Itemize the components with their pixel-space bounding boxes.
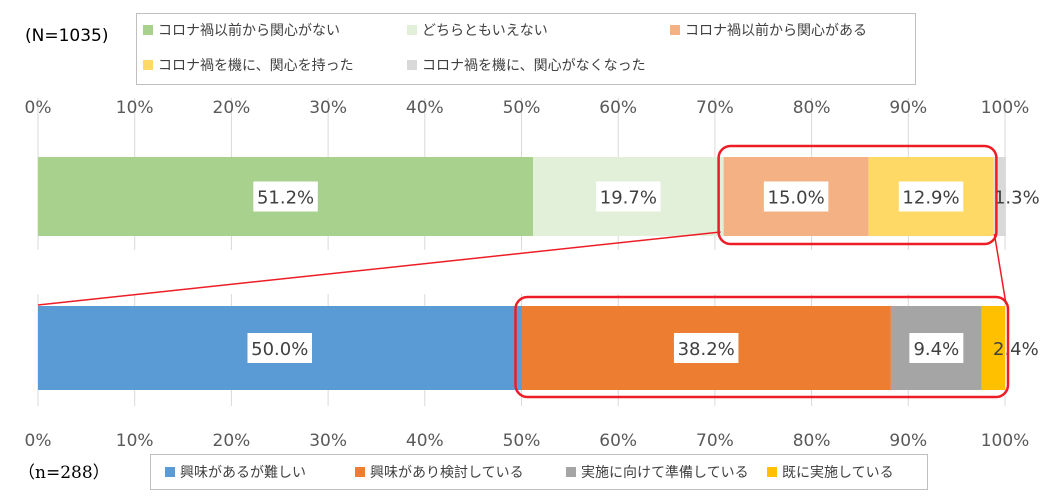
legend-swatch: [143, 25, 153, 35]
x-tick-label: 60%: [599, 98, 637, 118]
legend-label: コロナ禍以前から関心がある: [685, 23, 867, 39]
legend-item: どちらともいえない: [407, 20, 548, 40]
data-label: 15.0%: [768, 188, 825, 209]
x-tick-label: 0%: [25, 98, 52, 118]
x-tick-label: 40%: [406, 98, 444, 118]
bar-segment: [981, 306, 1005, 390]
legend-swatch: [670, 25, 680, 35]
data-label-box: [247, 333, 312, 363]
x-tick-label: 20%: [213, 98, 251, 118]
x-tick-label: 30%: [309, 431, 347, 451]
legend-swatch: [407, 60, 417, 70]
data-label: 2.4%: [993, 339, 1039, 360]
legend-item: コロナ禍を機に、関心がなくなった: [407, 55, 646, 75]
legend-label: コロナ禍を機に、関心を持った: [158, 58, 354, 74]
legend-bottom: 興味があるが難しい 興味があり検討している 実施に向けて準備している 既に実施している: [150, 454, 928, 490]
legend-label: 実施に向けて準備している: [581, 465, 749, 481]
legend-top: コロナ禍以前から関心がない どちらともいえない コロナ禍以前から関心があるコロナ禍を…: [136, 13, 916, 85]
legend-label: コロナ禍以前から関心がない: [158, 23, 340, 39]
x-tick-label: 40%: [406, 431, 444, 451]
legend-swatch: [566, 467, 576, 477]
data-label: 38.2%: [678, 339, 735, 360]
sample-size-bottom: （n=288）: [18, 463, 110, 483]
legend-swatch: [165, 467, 175, 477]
data-label: 50.0%: [251, 339, 308, 360]
data-label-box: [596, 181, 661, 212]
highlight-box-bottom: [514, 295, 1010, 399]
legend-swatch: [143, 60, 153, 70]
data-label-box: [673, 333, 739, 363]
legend-label: コロナ禍を機に、関心がなくなった: [422, 58, 646, 74]
highlight-box-top: [717, 144, 998, 246]
legend-swatch: [355, 467, 365, 477]
x-tick-label: 50%: [503, 431, 541, 451]
data-label: 1.3%: [994, 188, 1040, 209]
x-tick-label: 30%: [309, 98, 347, 118]
data-label: 12.9%: [902, 188, 959, 209]
legend-item: コロナ禍以前から関心がない: [143, 20, 340, 40]
connector-line-left: [37, 231, 721, 306]
legend-label: 興味があり検討している: [370, 465, 524, 481]
x-tick-label: 70%: [696, 98, 734, 118]
legend-label: 興味があるが難しい: [180, 465, 306, 481]
x-tick-label: 20%: [213, 431, 251, 451]
legend-item: 実施に向けて準備している: [566, 462, 749, 482]
x-tick-label: 10%: [116, 431, 154, 451]
x-tick-label: 100%: [981, 431, 1030, 451]
legend-item: コロナ禍以前から関心がある: [670, 20, 867, 40]
data-label-box: [909, 333, 964, 363]
x-tick-label: 0%: [25, 431, 52, 451]
legend-swatch: [407, 25, 417, 35]
x-tick-label: 80%: [793, 431, 831, 451]
x-tick-label: 60%: [599, 431, 637, 451]
legend-item: コロナ禍を機に、関心を持った: [143, 55, 354, 75]
data-label-box: [763, 181, 829, 212]
sample-size-top: (N=1035): [25, 26, 109, 46]
x-tick-label: 70%: [696, 431, 734, 451]
legend-swatch: [767, 467, 777, 477]
x-tick-label: 50%: [503, 98, 541, 118]
x-tick-label: 100%: [981, 98, 1030, 118]
legend-label: 既に実施している: [782, 465, 894, 481]
data-label: 9.4%: [913, 339, 959, 360]
data-label: 51.2%: [257, 188, 314, 209]
data-label: 19.7%: [600, 188, 657, 209]
x-tick-label: 80%: [793, 98, 831, 118]
connector-line-right: [993, 233, 1007, 305]
x-tick-label: 90%: [889, 431, 927, 451]
legend-item: 興味があり検討している: [355, 462, 524, 482]
x-tick-label: 90%: [889, 98, 927, 118]
legend-item: 興味があるが難しい: [165, 462, 306, 482]
data-label-box: [898, 181, 964, 212]
data-label-box: [253, 181, 318, 212]
x-tick-label: 10%: [116, 98, 154, 118]
legend-item: 既に実施している: [767, 462, 894, 482]
legend-label: どちらともいえない: [422, 23, 548, 39]
